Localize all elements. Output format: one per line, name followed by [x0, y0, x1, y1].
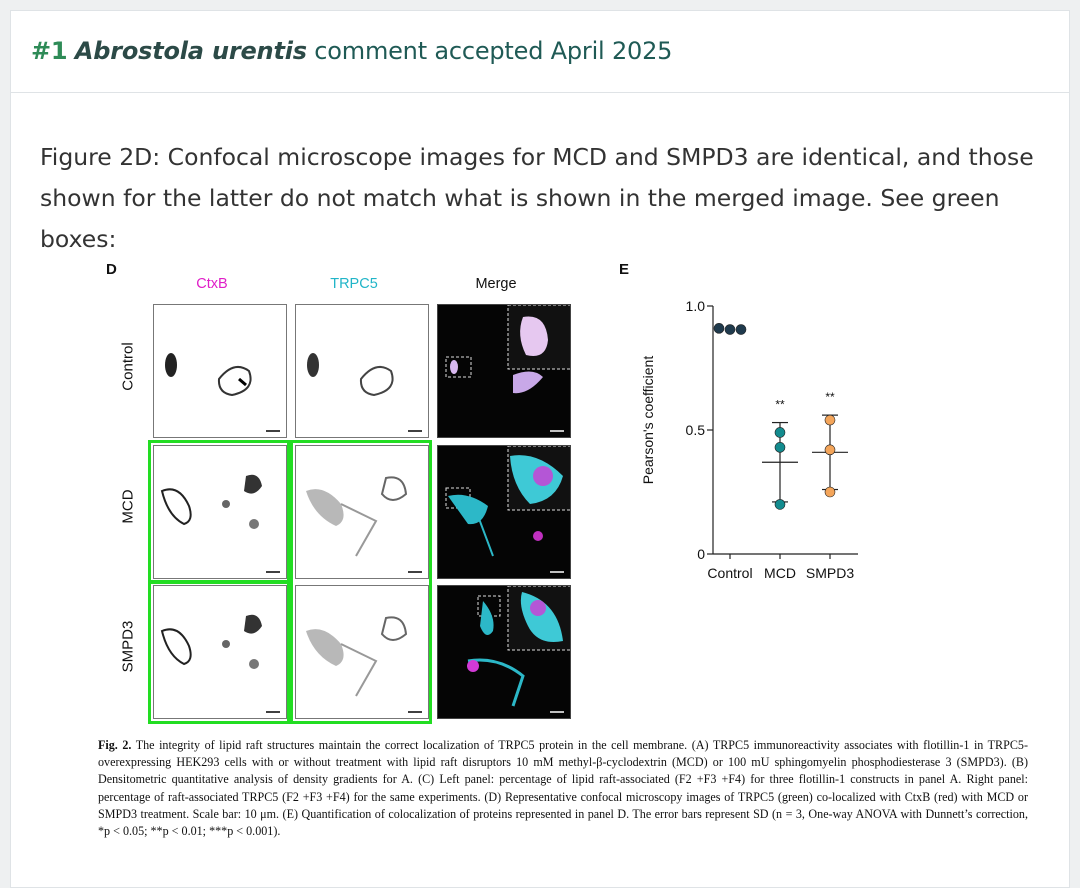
- y-tick-label: 0.5: [686, 422, 706, 438]
- micrograph-mcd-merge: [437, 445, 571, 579]
- column-label-ctxb: CtxB: [196, 276, 228, 292]
- column-label-trpc5: TRPC5: [330, 276, 378, 292]
- pearson-chart: 0 0.5 1.0 Pearson's coefficient Control MCD **…: [640, 298, 858, 581]
- x-tick-label: MCD: [764, 565, 796, 581]
- data-point-control: [724, 324, 736, 335]
- micrograph-smpd3-ctxb: [153, 585, 287, 719]
- micrograph-smpd3-merge: [437, 585, 571, 719]
- micrograph-control-ctxb: [153, 304, 287, 438]
- figure-image: D E CtxB TRPC5 Merge Control MCD SMPD3: [83, 246, 1043, 846]
- y-tick-label: 0: [697, 546, 705, 562]
- comment-title: #1 Abrostola urentis comment accepted Ap…: [31, 37, 672, 65]
- comment-number: #1: [31, 37, 68, 65]
- data-point-smpd3: [824, 444, 836, 456]
- row-label-smpd3: SMPD3: [119, 620, 137, 673]
- row-label-mcd: MCD: [119, 489, 137, 524]
- highlight-box-smpd3-ctxb: [148, 580, 290, 724]
- highlight-box-trpc5: [290, 440, 432, 724]
- figure-caption: Fig. 2. The integrity of lipid raft stru…: [98, 737, 1028, 840]
- panel-e-letter: E: [619, 261, 630, 278]
- micrograph-smpd3-trpc5: [295, 585, 429, 719]
- highlight-box-mcd-ctxb: [148, 440, 290, 584]
- micrograph-control-merge: [437, 304, 571, 438]
- y-tick-label: 1.0: [686, 298, 706, 314]
- panel-d-letter: D: [106, 261, 117, 278]
- data-point-smpd3: [824, 486, 836, 498]
- y-axis-label: Pearson's coefficient: [640, 356, 656, 485]
- significance-marker: **: [775, 398, 785, 412]
- data-point-smpd3: [824, 414, 836, 426]
- row-label-control: Control: [119, 342, 137, 391]
- comment-header: #1 Abrostola urentis comment accepted Ap…: [11, 11, 1069, 93]
- caption-lead: Fig. 2.: [98, 738, 132, 752]
- comment-status: comment accepted April 2025: [314, 37, 673, 65]
- x-tick-label: SMPD3: [806, 565, 854, 581]
- comment-card: #1 Abrostola urentis comment accepted Ap…: [10, 10, 1070, 888]
- species-name: Abrostola urentis: [74, 37, 307, 65]
- data-point-control: [713, 323, 725, 334]
- data-point-mcd: [774, 427, 786, 438]
- data-point-mcd: [774, 442, 786, 453]
- micrograph-control-trpc5: [295, 304, 429, 438]
- data-point-control: [735, 324, 747, 335]
- x-tick-label: Control: [707, 565, 752, 581]
- significance-marker: **: [825, 390, 835, 404]
- micrograph-mcd-ctxb: [153, 445, 287, 579]
- micrograph-mcd-trpc5: [295, 445, 429, 579]
- caption-text: The integrity of lipid raft structures m…: [98, 738, 1028, 839]
- data-point-mcd: [774, 499, 786, 510]
- column-label-merge: Merge: [475, 276, 517, 292]
- comment-text: Figure 2D: Confocal microscope images fo…: [40, 143, 1034, 253]
